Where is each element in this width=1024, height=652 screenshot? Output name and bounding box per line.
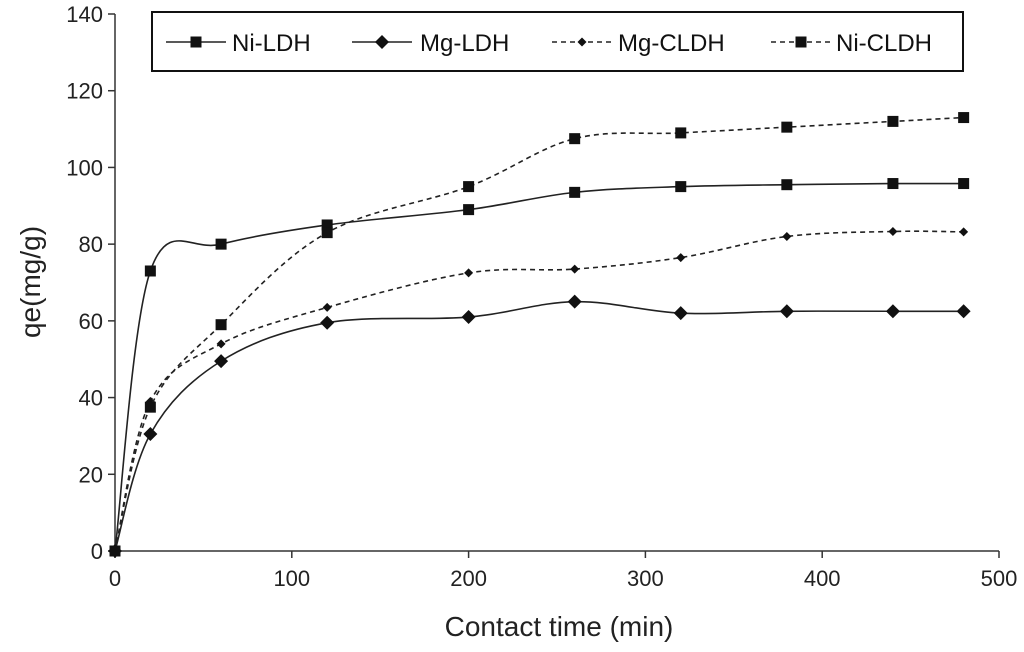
x-tick-label: 400 — [804, 566, 841, 591]
legend-label: Ni-CLDH — [836, 30, 932, 57]
x-tick-label: 200 — [450, 566, 487, 591]
data-point — [885, 304, 900, 319]
data-point — [320, 315, 335, 330]
legend-entry: Ni-CLDH — [771, 30, 932, 57]
series-line — [114, 300, 964, 552]
data-point — [464, 268, 474, 278]
legend-label: Ni-LDH — [232, 30, 311, 57]
legend: Ni-LDH Mg-LDH Mg-CLDH Ni-CLDH — [151, 11, 964, 72]
y-tick-label: 100 — [66, 155, 103, 180]
y-tick-label: 140 — [66, 2, 103, 27]
data-point — [887, 178, 899, 190]
data-point — [956, 304, 971, 319]
data-point — [887, 115, 899, 127]
data-point — [781, 179, 793, 191]
data-point — [143, 427, 158, 442]
data-point — [569, 186, 581, 198]
x-tick-label: 100 — [273, 566, 310, 591]
series-ni-cldh — [109, 112, 970, 557]
y-tick-label: 120 — [66, 79, 103, 104]
x-tick-label: 300 — [627, 566, 664, 591]
legend-marker — [577, 37, 587, 47]
data-point — [958, 178, 970, 190]
data-point — [570, 264, 580, 274]
data-point — [959, 227, 969, 237]
data-point — [675, 127, 687, 139]
y-tick-label: 60 — [79, 309, 103, 334]
y-tick-label: 0 — [91, 539, 103, 564]
data-point — [569, 133, 581, 145]
data-point — [567, 294, 582, 309]
legend-marker — [190, 36, 202, 48]
y-tick-label: 40 — [79, 386, 103, 411]
series-line — [114, 116, 964, 552]
data-point — [463, 181, 475, 193]
data-point — [144, 401, 156, 413]
data-point — [321, 227, 333, 239]
data-point — [322, 302, 332, 312]
series-line — [114, 182, 964, 552]
data-point — [463, 204, 475, 216]
y-axis-title: qe(mg/g) — [15, 226, 46, 338]
series-layer — [108, 112, 971, 558]
x-axis-ticks: 0 100 200 300 400 500 — [109, 551, 1017, 591]
x-tick-label: 0 — [109, 566, 121, 591]
legend-label: Mg-CLDH — [618, 30, 725, 57]
series-mg-cldh — [110, 226, 969, 556]
legend-entry: Mg-CLDH — [552, 30, 725, 57]
y-tick-label: 80 — [79, 232, 103, 257]
data-point — [779, 304, 794, 319]
x-tick-label: 500 — [981, 566, 1018, 591]
y-axis-ticks: 0 20 40 60 80 100 120 140 — [66, 2, 115, 564]
data-point — [215, 319, 227, 331]
legend-marker — [795, 36, 807, 48]
data-point — [215, 238, 227, 250]
legend-items: Ni-LDH Mg-LDH Mg-CLDH Ni-CLDH — [166, 30, 932, 57]
x-axis-title: Contact time (min) — [445, 611, 674, 642]
series-ni-ldh — [109, 178, 970, 557]
data-point — [673, 306, 688, 321]
data-point — [321, 219, 333, 231]
data-point — [676, 253, 686, 263]
data-point — [675, 181, 687, 193]
data-point — [214, 354, 229, 369]
legend-label: Mg-LDH — [420, 30, 509, 57]
series-line — [114, 230, 964, 552]
data-point — [461, 310, 476, 325]
data-point — [958, 112, 970, 124]
legend-entry: Mg-LDH — [352, 30, 509, 57]
data-point — [782, 231, 792, 241]
data-point — [781, 121, 793, 133]
data-point — [109, 545, 121, 557]
legend-marker — [375, 35, 389, 49]
data-point — [888, 226, 898, 236]
series-mg-ldh — [108, 294, 971, 558]
data-point — [144, 265, 156, 277]
y-tick-label: 20 — [79, 462, 103, 487]
data-point — [216, 339, 226, 349]
legend-entry: Ni-LDH — [166, 30, 311, 57]
